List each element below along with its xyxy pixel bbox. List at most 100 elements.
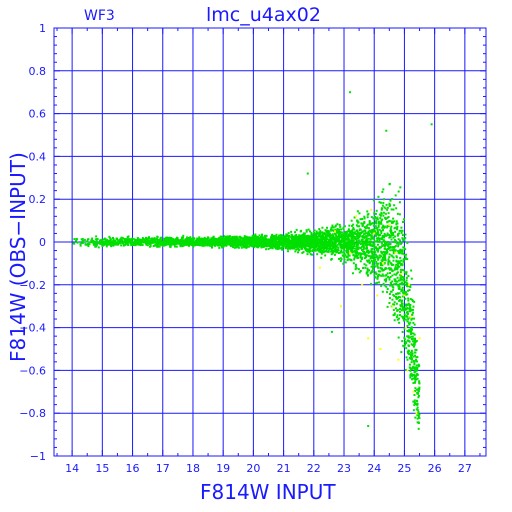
data-point [169, 246, 172, 249]
data-point [315, 232, 318, 235]
data-point [249, 243, 252, 246]
data-point [307, 248, 310, 251]
data-point [336, 244, 339, 247]
data-point [386, 226, 389, 229]
data-point [408, 366, 411, 369]
data-point [410, 269, 413, 272]
data-point [386, 291, 389, 294]
tick-marks [54, 27, 486, 457]
data-point [322, 241, 325, 244]
data-point [321, 233, 324, 236]
data-point [367, 269, 370, 272]
data-point [400, 309, 403, 312]
data-point [236, 236, 239, 239]
data-point [388, 243, 391, 246]
data-point [394, 194, 397, 197]
data-point [325, 231, 328, 234]
data-point [220, 238, 223, 241]
data-point [385, 129, 388, 132]
data-point [165, 241, 168, 244]
data-point [232, 243, 235, 246]
data-point [408, 336, 411, 339]
data-point [117, 243, 120, 246]
data-point [381, 256, 384, 259]
data-point [102, 238, 105, 241]
data-point [304, 243, 307, 246]
data-point [106, 243, 109, 246]
data-point [369, 223, 372, 226]
data-point [80, 242, 83, 245]
data-point [362, 222, 365, 225]
data-point [412, 311, 415, 314]
data-point [308, 242, 311, 245]
data-point [384, 258, 387, 261]
data-point [342, 262, 345, 265]
data-point [269, 238, 272, 241]
data-point [210, 244, 213, 247]
data-point [244, 239, 247, 242]
data-point [230, 239, 233, 242]
data-point [93, 243, 96, 246]
data-point [211, 237, 214, 240]
data-point [389, 235, 392, 238]
data-point [358, 212, 361, 215]
x-tick-label: 26 [428, 462, 442, 475]
data-point [291, 237, 294, 240]
data-point [188, 240, 191, 243]
data-point [405, 293, 408, 296]
data-point [263, 241, 266, 244]
data-point [412, 400, 415, 403]
data-point [203, 242, 206, 245]
data-point [279, 234, 282, 237]
data-point [407, 299, 410, 302]
data-point [265, 244, 268, 247]
data-point [396, 309, 399, 312]
data-point [320, 256, 323, 259]
data-point [391, 263, 394, 266]
data-point [361, 252, 364, 255]
data-point [253, 238, 256, 241]
data-point [403, 313, 406, 316]
data-point [402, 309, 405, 312]
data-point [124, 238, 127, 241]
data-point [303, 239, 306, 242]
data-point [404, 326, 407, 329]
data-point [335, 238, 338, 241]
data-point [381, 267, 384, 270]
data-point [337, 234, 340, 237]
data-point [341, 245, 344, 248]
data-point [344, 261, 347, 264]
data-point [375, 237, 378, 240]
data-point [323, 244, 326, 247]
data-point [389, 245, 392, 248]
data-point [363, 252, 366, 255]
data-point [351, 250, 354, 253]
data-point [137, 242, 140, 245]
data-point [404, 297, 407, 300]
data-point [358, 234, 361, 237]
data-point [356, 252, 359, 255]
data-point [262, 242, 265, 245]
data-point [405, 314, 408, 317]
data-point [254, 233, 257, 236]
data-point [352, 223, 355, 226]
data-point [377, 224, 380, 227]
data-point [398, 260, 401, 263]
data-point [359, 269, 362, 272]
data-point [415, 374, 418, 377]
data-point [351, 246, 354, 249]
data-point [386, 244, 389, 247]
data-point [368, 220, 371, 223]
data-point [349, 251, 352, 254]
data-point [355, 253, 358, 256]
data-point [395, 256, 398, 259]
data-point [287, 236, 290, 239]
data-point [415, 356, 418, 359]
data-point [411, 335, 414, 338]
data-point [239, 239, 242, 242]
data-point [397, 238, 400, 241]
data-point [285, 233, 288, 236]
data-point [383, 226, 386, 229]
data-point [156, 235, 159, 238]
points-layer [72, 91, 433, 430]
